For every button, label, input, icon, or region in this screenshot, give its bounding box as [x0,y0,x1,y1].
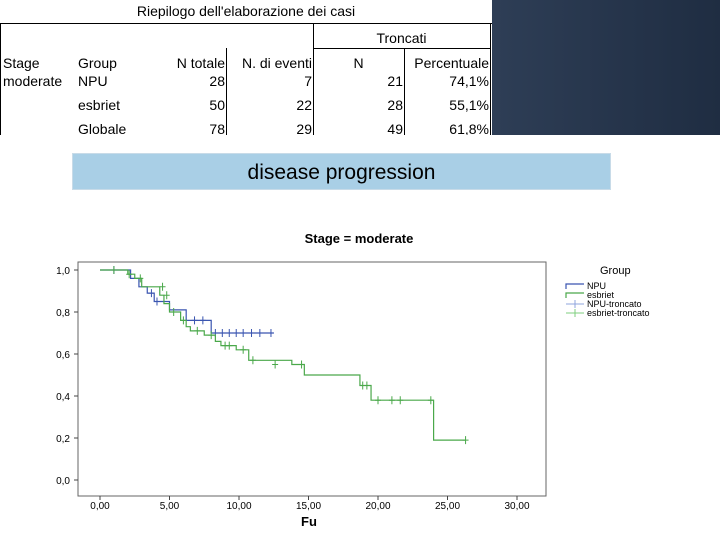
legend-label: NPU-troncato [587,299,642,309]
row-n-totale: 28 [209,73,225,89]
row-n-eventi: 7 [304,73,312,89]
censor-mark-esbriet [240,345,247,354]
y-axis: 0,0 0,2 0,4 0,6 0,8 1,0 [56,262,79,496]
case-summary-table: Riepilogo dell'elaborazione dei casi Tro… [0,0,492,135]
header-n: N [353,55,364,71]
censor-mark-esbriet [194,326,201,335]
censor-mark-NPU [219,329,226,337]
legend-label: esbriet [587,290,615,300]
plot-frame [77,261,547,497]
y-tick-label: 0,0 [56,476,70,487]
censor-mark-esbriet [375,396,381,405]
censor-mark-NPU [240,329,247,337]
col-divider [313,23,314,135]
banner-text: disease progression [247,161,436,184]
x-tick-label: 5,00 [160,501,180,512]
y-tick-label: 0,6 [56,350,70,361]
x-axis-label: Fu [301,514,317,529]
col-divider [226,48,227,135]
censor-mark-NPU [148,289,155,298]
censor-mark-NPU [248,329,255,337]
censor-mark-esbriet [180,316,187,325]
section-banner: disease progression [72,153,611,190]
censor-mark-esbriet [126,270,133,279]
row-percentuale: 55,1% [449,97,489,113]
censor-mark-esbriet [226,341,233,350]
legend-swatch [566,300,584,308]
censor-mark-esbriet [298,360,305,369]
censor-mark-esbriet [427,396,434,405]
censor-mark-esbriet [163,291,170,300]
header-stage: Stage [3,55,40,71]
header-percentuale: Percentuale [414,55,489,71]
y-tick-label: 0,8 [56,308,70,319]
censor-mark-esbriet [462,436,469,445]
legend-swatch [565,292,584,298]
legend-label: esbriet-troncato [587,308,650,318]
row-group: NPU [78,73,108,89]
censor-mark-esbriet [170,308,177,316]
x-tick-label: 10,00 [226,501,251,512]
censor-mark-NPU [267,329,274,337]
censor-mark-NPU [233,329,240,337]
x-tick-label: 20,00 [365,501,390,512]
table-left-border [0,23,1,135]
row-n: 49 [387,121,403,135]
table-title: Riepilogo dell'elaborazione dei casi [136,3,356,19]
x-tick-label: 30,00 [504,501,529,512]
y-tick-label: 0,2 [56,434,70,445]
row-n-eventi: 29 [296,121,312,135]
censor-mark-esbriet [397,396,404,405]
troncati-underline [313,48,490,49]
stage-value: moderate [3,73,63,89]
row-percentuale: 61,8% [449,121,489,135]
censor-mark-esbriet [249,356,256,365]
censor-mark-esbriet [208,331,215,340]
legend-title: Group [600,265,631,277]
right-decorative-panel [492,0,720,135]
series-line-esbriet [100,269,466,441]
censor-mark-esbriet [388,396,395,405]
x-axis: 0,00 5,00 10,00 15,00 20,00 25,00 30,00 [78,495,546,512]
censor-mark-NPU [199,316,206,325]
header-n-totale: N totale [176,55,225,71]
legend-label: NPU [587,281,606,291]
x-tick-label: 25,00 [435,501,460,512]
censor-mark-esbriet [137,274,144,283]
x-tick-label: 0,00 [90,501,110,512]
header-n-eventi: N. di eventi [241,55,312,71]
censor-mark-esbriet [363,381,370,390]
header-group: Group [78,55,117,71]
table-top-border [0,23,492,24]
troncati-header: Troncati [376,30,427,46]
censor-mark-NPU [153,297,160,306]
series-layer [100,266,469,445]
censor-mark-esbriet [272,360,279,369]
row-group: esbriet [78,97,121,113]
row-n-totale: 50 [209,97,225,113]
row-n: 28 [387,97,403,113]
legend-swatch [566,309,584,317]
row-n-eventi: 22 [296,97,312,113]
y-tick-label: 1,0 [56,266,70,277]
censor-mark-esbriet [159,282,166,291]
chart-title: Stage = moderate [305,231,414,246]
legend-swatch [565,283,584,289]
row-n: 21 [387,73,403,89]
table-right-border [490,23,491,135]
x-tick-label: 15,00 [296,501,321,512]
row-percentuale: 74,1% [449,73,489,89]
chart-legend: Group NPUesbrietNPU-troncatoesbriet-tron… [565,265,650,318]
row-group: Globale [78,121,127,135]
y-tick-label: 0,4 [56,392,70,403]
censor-mark-NPU [191,316,198,325]
col-divider [404,48,405,135]
censor-mark-esbriet [110,266,117,274]
censor-mark-NPU [226,329,233,337]
censor-mark-NPU [256,329,263,337]
row-n-totale: 78 [209,121,225,135]
